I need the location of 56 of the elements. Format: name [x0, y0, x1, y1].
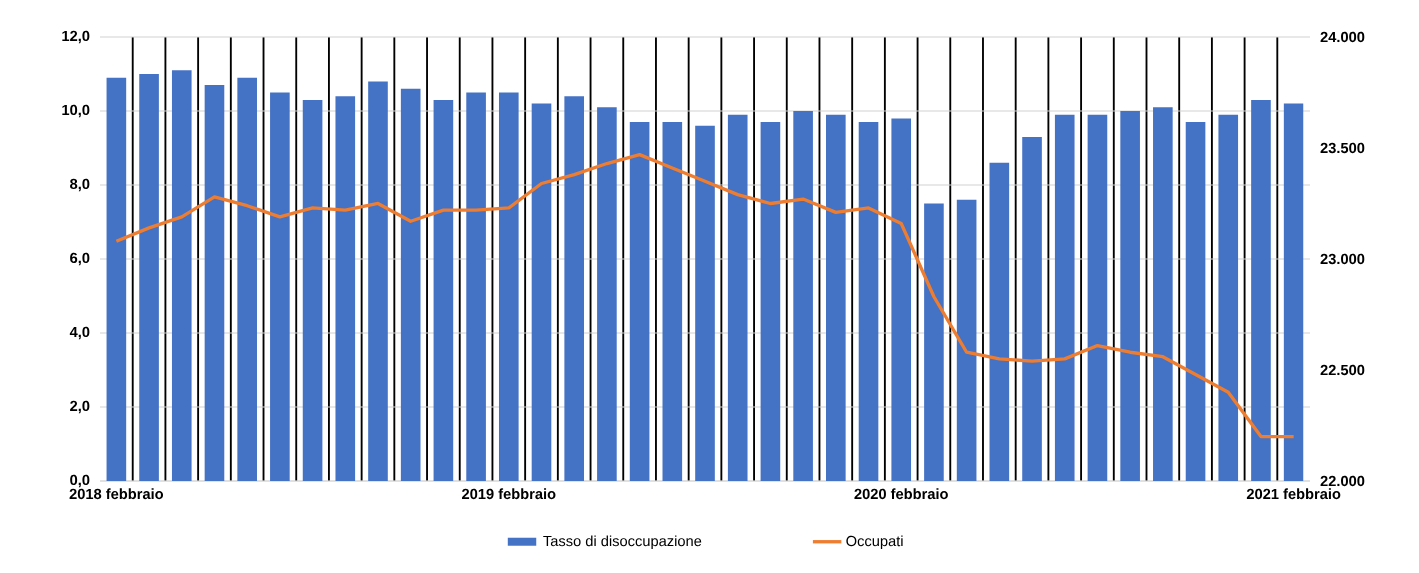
bar — [1087, 114, 1108, 481]
y2-tick-label: 23.500 — [1320, 142, 1365, 154]
bar — [956, 199, 977, 481]
bar — [368, 81, 388, 481]
y-tick-label: 0,0 — [70, 474, 90, 488]
bar — [989, 162, 1010, 481]
bar — [793, 110, 813, 481]
bar — [662, 122, 683, 481]
y-tick-label: 6,0 — [70, 252, 90, 266]
bar — [597, 107, 617, 481]
x-tick-label: 2020 febbraio — [854, 488, 948, 500]
bar — [139, 73, 159, 481]
y2-tick-label: 24.000 — [1320, 31, 1365, 43]
bar — [695, 125, 715, 481]
bar — [237, 77, 257, 481]
y2-tick-label: 22.500 — [1320, 364, 1365, 376]
y-tick-label: 10,0 — [62, 104, 90, 118]
bar — [564, 96, 585, 481]
y2-tick-label: 23.000 — [1320, 253, 1365, 265]
bar — [858, 122, 879, 481]
y2-tick-label: 22.000 — [1320, 475, 1365, 487]
line-series — [114, 152, 1296, 439]
bar — [760, 122, 781, 481]
bar — [106, 77, 127, 481]
legend-label: Occupati — [846, 535, 903, 550]
y-tick-label: 2,0 — [70, 400, 90, 414]
bar — [1054, 114, 1075, 481]
bar — [629, 122, 650, 481]
bar — [270, 92, 290, 481]
bar — [1022, 136, 1042, 481]
bar — [171, 70, 192, 481]
bar — [1185, 122, 1206, 481]
bar — [826, 114, 846, 481]
bar — [1153, 107, 1173, 481]
bar — [727, 114, 748, 481]
bar — [891, 118, 912, 481]
bar — [433, 99, 454, 481]
bar — [1251, 99, 1271, 481]
bar — [466, 92, 486, 481]
bar — [204, 85, 225, 481]
bar — [302, 99, 323, 481]
bar — [531, 103, 552, 481]
bar — [498, 92, 519, 481]
legend-label: Tasso di disoccupazione — [543, 535, 702, 550]
x-tick-label: 2019 febbraio — [462, 488, 556, 500]
y-tick-label: 12,0 — [62, 30, 90, 44]
bar — [1283, 103, 1304, 481]
y-tick-label: 4,0 — [69, 326, 90, 340]
bar — [335, 96, 356, 481]
y-tick-label: 8,0 — [70, 178, 90, 192]
x-tick-label: 2021 febbraio — [1246, 488, 1341, 500]
bar — [924, 203, 944, 481]
bar — [1218, 114, 1239, 481]
bar — [1120, 110, 1140, 481]
x-tick-label: 2018 febbraio — [69, 488, 164, 500]
bar — [400, 88, 421, 481]
